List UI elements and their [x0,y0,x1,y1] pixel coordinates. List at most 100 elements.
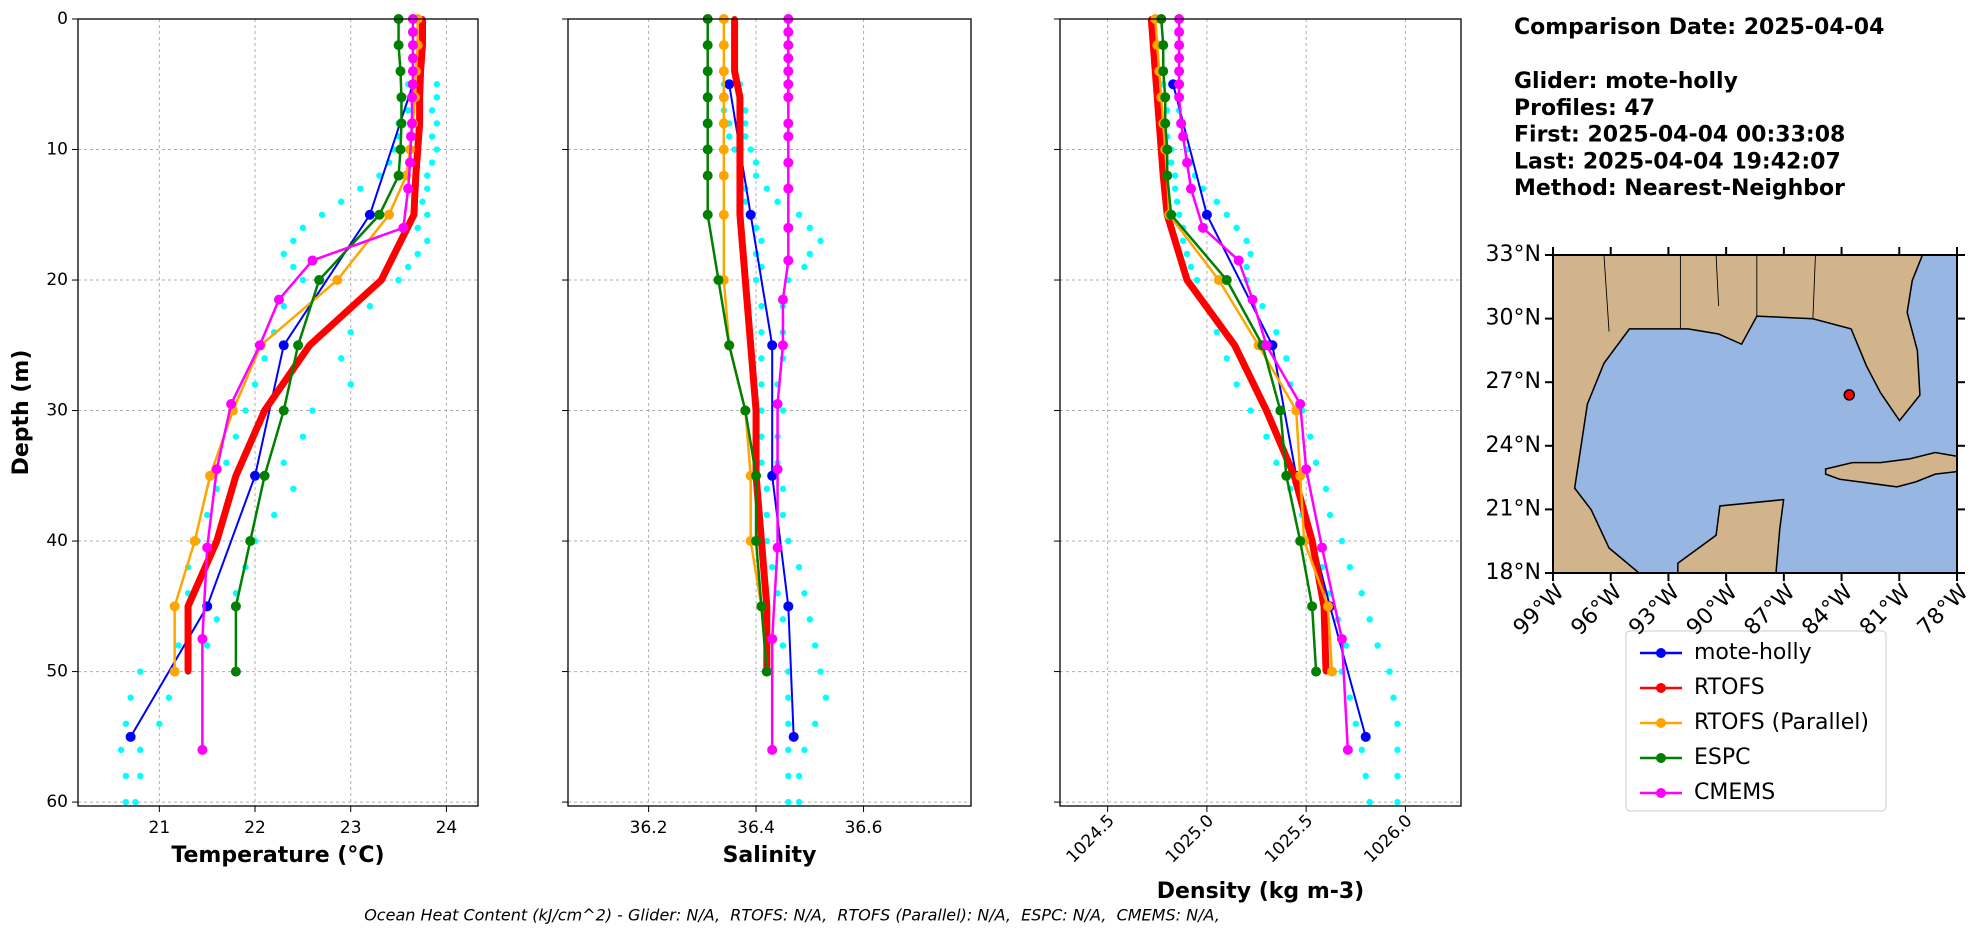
legend-marker [1656,683,1666,693]
profile-marker [783,27,794,38]
profile-marker [1301,464,1312,475]
glider-obs [433,81,441,88]
glider-obs [414,224,421,232]
glider-obs [280,459,287,466]
profile-marker [761,666,772,677]
map-lat-label: 21°N [1486,496,1541,521]
x-tick-label: 36.2 [630,818,668,838]
profile-line [1159,18,1318,672]
glider-obs [758,433,765,440]
glider-obs [779,485,787,493]
profile-marker [406,92,417,103]
profile-marker [788,731,799,742]
glider-obs [366,302,374,310]
glider-obs [137,772,144,780]
profile-marker [1307,601,1318,612]
glider-obs [1223,355,1230,362]
glider-obs [752,276,760,284]
legend-marker [1656,648,1666,658]
map-lon-label: 81°W [1855,580,1916,641]
info-line: Glider: mote-holly [1514,69,1738,94]
glider-obs [779,407,787,414]
glider-obs [779,616,787,623]
glider-obs [223,459,230,466]
profile-marker [702,170,713,181]
profile-marker [745,209,756,220]
glider-obs [122,720,130,727]
glider-obs [433,120,441,127]
glider-obs [428,159,436,166]
x-tick-label: 24 [436,818,458,838]
profile-marker [783,66,794,77]
glider-obs [742,107,749,114]
map-lat-label: 27°N [1486,369,1541,394]
glider-obs [175,642,182,649]
profile-marker [278,405,289,416]
glider-obs [763,485,771,493]
profile-marker [1162,144,1173,155]
glider-obs [433,94,441,101]
profile-marker [406,131,417,142]
x-tick-label: 23 [340,818,362,838]
profile-marker [713,275,724,286]
glider-obs [414,250,421,258]
profile-marker [395,66,406,77]
profile-marker [1322,601,1333,612]
profile-marker [1182,157,1193,168]
legend-marker [1656,788,1666,798]
glider-obs [822,694,830,701]
profile-marker [783,53,794,64]
profile-marker [197,633,208,644]
x-tick-label: 1025.5 [1261,811,1317,867]
profile-marker [783,222,794,233]
glider-obs [1366,616,1373,623]
profile-marker [718,92,729,103]
glider-obs [132,798,139,806]
glider-obs [419,198,426,205]
profile-marker [384,209,395,220]
y-tick-label: 10 [46,140,68,160]
glider-obs [242,407,249,414]
glider-location [1843,389,1856,401]
glider-obs [318,211,326,218]
profile-marker [736,211,743,218]
y-tick-label: 50 [46,662,68,682]
glider-obs [433,146,441,153]
profile-marker [410,211,417,218]
legend-box [1625,630,1887,812]
info-line: Comparison Date: 2025-04-04 [1514,15,1884,40]
x-axis-label: Temperature (°C) [171,843,384,868]
glider-obs [213,616,220,623]
glider-obs [779,642,787,649]
glider-obs [742,198,749,205]
profile-marker [1233,255,1244,266]
profile-marker [702,209,713,220]
profile-marker [1186,183,1197,194]
profile-marker [751,536,762,547]
glider-obs [811,642,819,649]
glider-obs [785,720,792,727]
glider-obs [290,263,297,271]
profile-marker [1178,131,1189,142]
legend-label: ESPC [1694,745,1751,770]
profile-marker [736,172,743,179]
profile-marker [751,470,762,481]
profile-marker [1326,666,1337,677]
map-frame [1552,254,1958,574]
glider-obs [299,224,307,232]
profile-marker [772,399,783,410]
profile-marker [731,68,738,75]
profile-marker [1176,118,1187,129]
profile-marker [1160,118,1171,129]
glider-obs [785,537,792,545]
profile-marker [307,255,318,266]
profile-marker [1174,40,1185,51]
profile-marker [245,536,256,547]
map-lat-label: 33°N [1486,242,1541,267]
glider-obs [1233,224,1240,232]
glider-obs [1167,159,1175,166]
glider-obs [1366,798,1373,806]
profile-marker [306,342,313,349]
profile-marker [718,209,729,220]
profile-marker [1166,209,1177,220]
